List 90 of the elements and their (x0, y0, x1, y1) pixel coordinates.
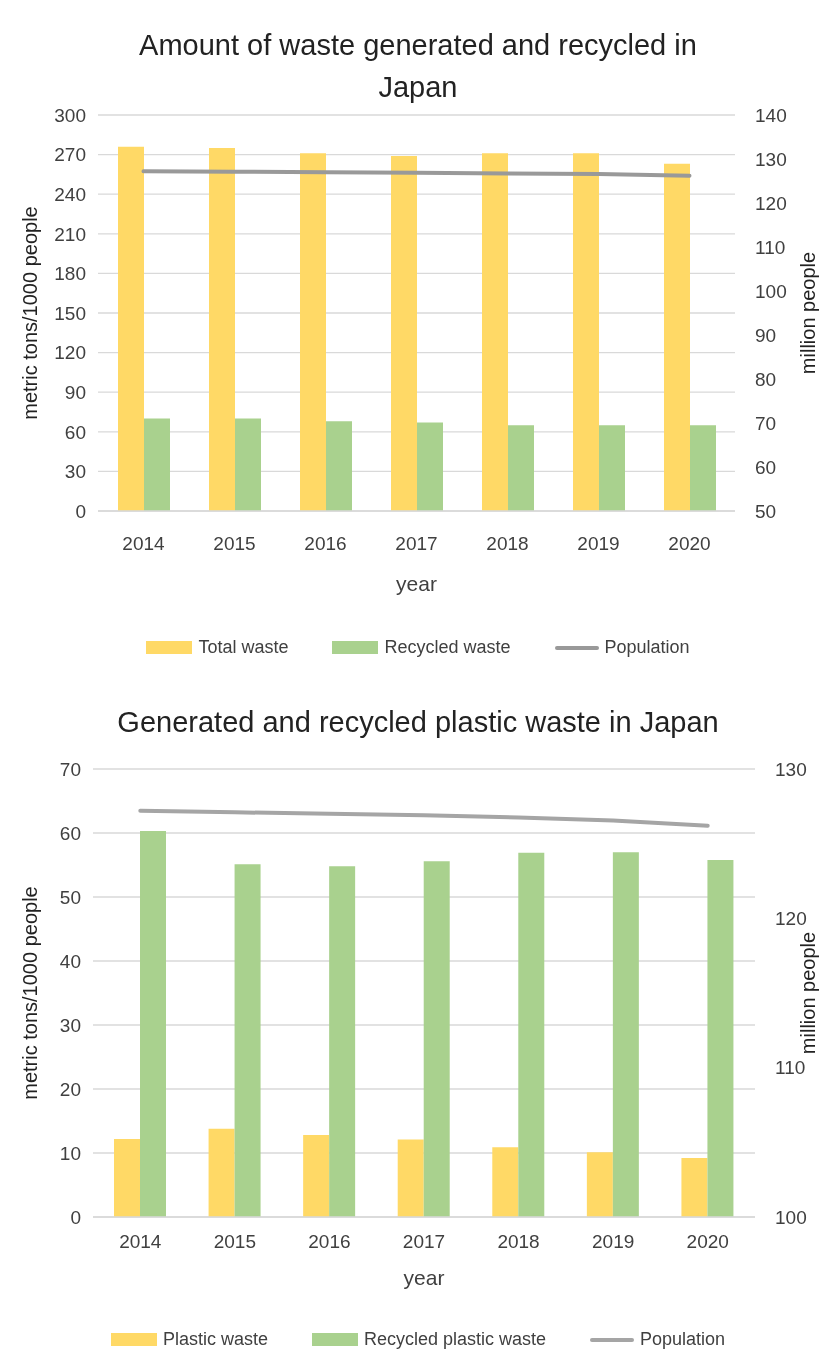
x-tick-label: 2017 (402, 1231, 446, 1253)
y-axis-title: metric tons/1000 people (19, 886, 41, 1100)
x-axis-title: year (396, 571, 437, 595)
bar (508, 425, 534, 511)
y-tick-label: 300 (54, 104, 86, 126)
y-tick-label: 150 (54, 302, 86, 324)
bar (586, 1152, 613, 1217)
bar (300, 153, 326, 511)
x-tick-label: 2015 (213, 1231, 256, 1253)
bar (690, 425, 716, 511)
x-tick-label: 2014 (119, 1231, 162, 1253)
bar (681, 1158, 708, 1217)
y2-tick-label: 100 (755, 280, 787, 302)
y-tick-label: 270 (54, 144, 86, 166)
bar (303, 1135, 330, 1217)
bar (391, 155, 417, 511)
y2-tick-label: 90 (755, 324, 777, 346)
y2-tick-label: 110 (775, 1057, 806, 1079)
bar (140, 831, 166, 1217)
y2-tick-label: 80 (755, 368, 777, 390)
bar (707, 859, 734, 1217)
y2-tick-label: 130 (775, 758, 807, 780)
y-tick-label: 210 (54, 223, 86, 245)
bar (208, 1128, 235, 1217)
y-tick-label: 0 (70, 1206, 81, 1228)
legend-label: Plastic waste (162, 1329, 268, 1350)
y-tick-label: 30 (64, 461, 86, 483)
legend-label: Recycled waste (384, 637, 511, 658)
x-tick-label: 2019 (592, 1231, 635, 1253)
bar (144, 418, 170, 511)
y2-axis-title: million people (797, 931, 819, 1055)
x-tick-label: 2020 (668, 533, 711, 555)
bar (235, 418, 261, 511)
bar (397, 1139, 424, 1217)
x-tick-label: 2015 (213, 533, 256, 555)
y-tick-label: 70 (59, 758, 81, 780)
x-tick-label: 2017 (395, 533, 438, 555)
chart-title: Generated and recycled plastic waste in Japan (116, 705, 720, 739)
bar (482, 153, 508, 511)
x-tick-label: 2018 (497, 1231, 540, 1253)
line-series (138, 808, 710, 828)
bar (573, 153, 599, 511)
legend-label: Total waste (198, 637, 289, 658)
bar (664, 163, 690, 511)
bar (326, 421, 352, 511)
y-tick-label: 60 (64, 421, 86, 443)
y-tick-label: 60 (59, 822, 81, 844)
y-axis-title: metric tons/1000 people (19, 206, 41, 420)
chart-title: Amount of waste generated and recycled in Japan (138, 28, 698, 105)
y2-tick-label: 100 (775, 1206, 807, 1228)
y2-tick-label: 70 (755, 412, 777, 434)
y2-tick-label: 130 (755, 148, 787, 170)
y-tick-label: 30 (59, 1014, 81, 1036)
bar (423, 861, 450, 1217)
x-tick-label: 2016 (304, 533, 347, 555)
bar (114, 1138, 140, 1217)
y2-tick-label: 60 (755, 456, 777, 478)
x-tick-label: 2020 (686, 1231, 729, 1253)
x-tick-label: 2018 (486, 533, 529, 555)
y-tick-label: 120 (54, 342, 86, 364)
bar (234, 864, 261, 1217)
legend-label: Recycled plastic waste (363, 1329, 547, 1350)
y-tick-label: 180 (54, 263, 86, 285)
y2-tick-label: 120 (755, 192, 787, 214)
bar (612, 852, 639, 1217)
bar (118, 146, 144, 511)
y2-tick-label: 120 (775, 908, 807, 930)
y2-tick-label: 110 (755, 236, 786, 258)
legend-label: Population (604, 637, 690, 658)
bar (329, 866, 356, 1217)
y-tick-label: 0 (75, 500, 86, 522)
y-tick-label: 240 (54, 183, 86, 205)
x-tick-label: 2014 (122, 533, 166, 555)
bar (417, 422, 443, 511)
y2-tick-label: 140 (755, 104, 787, 126)
legend-label: Population (640, 1329, 726, 1350)
y-tick-label: 20 (59, 1078, 81, 1100)
y-tick-label: 50 (59, 886, 81, 908)
bar (599, 425, 625, 511)
bar (492, 1147, 519, 1217)
y-tick-label: 90 (64, 381, 86, 403)
x-tick-label: 2019 (577, 533, 620, 555)
bar (518, 852, 545, 1217)
x-axis-title: year (403, 1265, 445, 1289)
bar (209, 148, 235, 511)
x-tick-label: 2016 (308, 1231, 351, 1253)
y-tick-label: 40 (59, 950, 81, 972)
y2-tick-label: 50 (755, 500, 777, 522)
y2-axis-title: million people (797, 251, 819, 375)
y-tick-label: 10 (59, 1142, 81, 1164)
